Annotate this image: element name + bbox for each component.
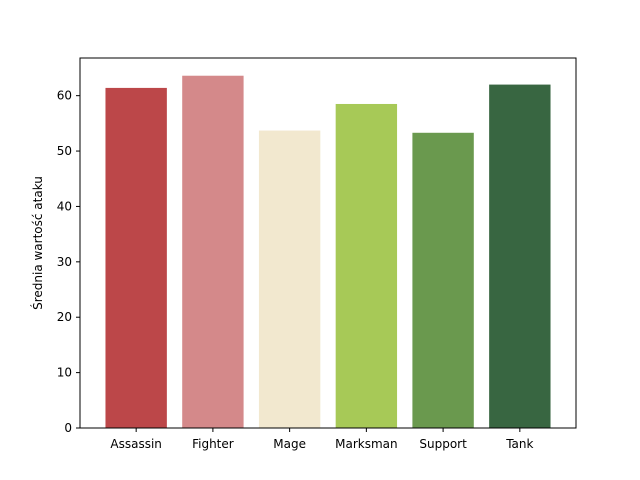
x-tick-label: Marksman — [335, 437, 398, 451]
bar-marksman — [335, 103, 398, 428]
y-axis-ticks: 0 10 20 30 40 50 60 — [57, 89, 80, 435]
y-tick-label: 20 — [57, 310, 72, 324]
y-tick-label: 60 — [57, 89, 72, 103]
y-tick-label: 40 — [57, 199, 72, 213]
y-tick-label: 0 — [64, 421, 72, 435]
x-tick-label: Fighter — [192, 437, 234, 451]
bar-support — [412, 132, 474, 428]
plot-frame — [79, 57, 577, 429]
bar-assassin — [105, 87, 167, 428]
y-axis-label: Średnia wartość ataku — [30, 176, 45, 310]
x-axis-ticks: Assassin Fighter Mage Marksman Support Tank — [110, 428, 534, 451]
y-tick-label: 10 — [57, 366, 72, 380]
bars-group — [105, 75, 551, 428]
bar-mage — [258, 130, 321, 428]
y-tick-label: 50 — [57, 144, 72, 158]
bar-fighter — [182, 75, 244, 428]
y-tick-label: 30 — [57, 255, 72, 269]
x-tick-label: Support — [419, 437, 467, 451]
x-tick-label: Assassin — [110, 437, 162, 451]
x-tick-label: Tank — [505, 437, 533, 451]
bar-tank — [489, 84, 551, 428]
x-tick-label: Mage — [273, 437, 306, 451]
